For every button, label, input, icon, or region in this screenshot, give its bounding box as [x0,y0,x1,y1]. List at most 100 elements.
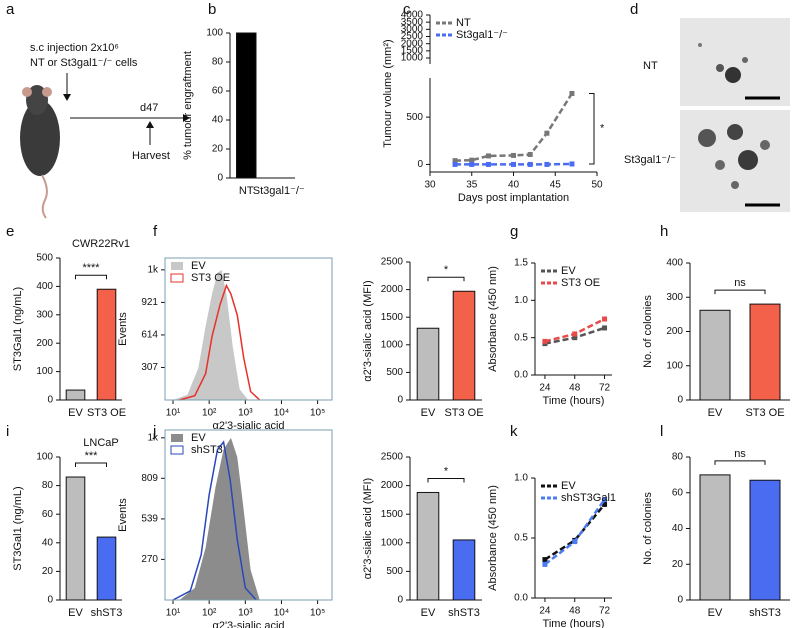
point [452,158,458,164]
micrograph [680,18,790,106]
panel-letter: e [6,223,14,240]
y-tick-label: 200 [36,338,53,349]
point [544,130,550,136]
y-tick-label: 0.5 [514,533,528,544]
point [542,338,548,344]
y-tick-label: 0.0 [514,370,528,381]
y-axis-label: Tumour volume (mm²) [382,39,394,147]
legend-label: EV [191,432,206,444]
micrograph [680,110,790,212]
x-tick-label: EV [421,607,436,619]
y-tick-label: 100 [206,28,223,39]
legend-label: ST3 OE [191,272,230,284]
significance-bracket [427,477,465,483]
x-tick-label: 10¹ [166,608,181,619]
point [602,501,608,507]
bar [452,290,476,401]
distribution [172,440,257,601]
y-tick-label: 200 [666,326,683,337]
significance-bracket [589,92,595,165]
significance-label: **** [82,262,100,274]
y-tick-label: 100 [666,360,683,371]
image-label: NT [643,60,658,72]
point [469,157,475,163]
y-tick-label: 100 [36,452,53,463]
x-tick-label: 10³ [238,408,253,419]
significance-label: *** [85,450,99,462]
bar [416,327,440,401]
legend-label: St3gal1⁻/⁻ [456,29,508,41]
panel-letter: a [6,1,15,18]
y-tick-label: 0 [677,395,683,406]
point [569,90,575,96]
point [602,497,608,503]
y-tick-label: 500 [386,367,403,378]
bar [65,389,86,401]
y-tick-label: 100 [36,366,53,377]
mouse [20,85,60,219]
x-tick-label: 72 [599,383,611,394]
series-line [544,503,606,561]
y-tick-label: 80 [672,452,684,463]
bar [699,309,731,401]
y-tick-label: 0 [217,173,223,184]
x-tick-label: 10⁵ [310,608,325,619]
legend-swatch [170,273,184,283]
y-axis-label: Absorbance (450 nm) [487,485,499,591]
legend-label: shST3 [191,444,223,456]
legend-swatch [170,445,184,455]
point [542,557,548,563]
y-tick-label: 0 [397,595,403,606]
x-axis-label: α2'3-sialic acid [212,420,284,432]
y-tick-label: 1k [147,265,159,276]
y-tick-label: 60 [672,487,684,498]
x-tick-label: NT [239,185,254,197]
y-tick-label: 40 [42,537,54,548]
arrow-head [146,121,154,128]
significance-bracket [75,462,107,468]
y-tick-label: 60 [212,86,224,97]
y-tick-label: 1000 [381,537,404,548]
series-line [455,92,574,162]
point [572,335,578,341]
y-tick-label: 0 [677,595,683,606]
panel-letter: j [152,423,156,440]
legend-swatch [171,262,183,270]
y-tick-label: 40 [672,523,684,534]
bar [416,491,440,601]
y-axis-label: α2'3-sialic acid (MFI) [362,478,374,579]
panel-letter: i [6,423,9,440]
x-tick-label: 10² [202,408,217,419]
y-tick-label: 2500 [381,257,404,268]
y-tick-label: 3000 [401,24,424,35]
y-tick-label: 2000 [381,284,404,295]
significance-bracket [714,460,766,465]
diagram-text: d47 [140,102,158,114]
point [602,316,608,322]
point [511,152,516,158]
y-tick-label: 270 [141,554,158,565]
bar [452,539,476,601]
legend-label: NT [456,17,471,29]
panel-letter: l [660,423,663,440]
x-tick-label: 10⁴ [274,608,289,619]
y-tick-label: 1.0 [514,295,528,306]
x-tick-label: 24 [539,606,551,617]
x-tick-label: EV [708,607,723,619]
y-tick-label: 0 [397,395,403,406]
y-tick-label: 2000 [381,480,404,491]
y-tick-label: 921 [141,297,158,308]
x-tick-label: 10⁴ [274,408,289,419]
y-axis-label: No. of colonies [642,492,654,565]
bar [749,479,781,601]
legend-swatch [171,434,183,442]
y-tick-label: 80 [42,480,54,491]
y-tick-label: 4000 [401,10,424,21]
y-tick-label: 400 [36,281,53,292]
legend-label: EV [561,480,576,492]
significance-label: * [444,264,449,276]
x-tick-label: 35 [466,180,478,191]
y-axis-label: % tumour engraftment [182,51,194,160]
y-axis-label: Events [117,312,129,346]
